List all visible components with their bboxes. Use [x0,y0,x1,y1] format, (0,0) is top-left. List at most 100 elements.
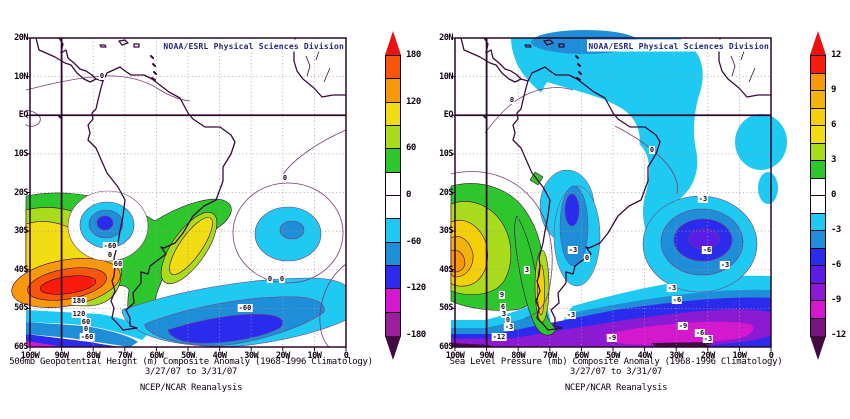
colorbar-box [811,91,825,109]
colorbar-box [386,312,400,336]
colorbar-box [811,56,825,74]
colorbar-box [386,265,400,290]
lon-tick-label: 70W [542,351,557,361]
colorbar-slp: 12 9 6 3 0 -3 -6 -9 -12 [810,31,850,365]
caption-source: NCEP/NCAR Reanalysis [564,383,668,393]
contour-value-label: 0 [266,275,274,283]
lon-tick-label: 80W [511,351,526,361]
lat-tick-label: 60S [439,342,453,352]
colorbar-box [811,248,825,266]
colorbar-box [386,172,400,196]
caption-dates: 3/27/07 to 3/31/07 [144,367,238,377]
lon-tick-label: 10W [307,351,322,361]
contour-value-label: 0 [583,254,591,262]
colorbar-arrow-up [385,31,401,55]
colorbar-box [386,79,400,103]
contour-value-label: -12 [491,333,507,341]
colorbar-box [386,102,400,126]
lon-tick-label: 40W [212,351,227,361]
lat-tick-label: 40S [14,264,28,275]
lat-tick-label: 30S [14,226,28,237]
contour-value-label: 0 [106,251,114,259]
lat-tick-label: 40S [439,264,453,275]
colorbar-tick-label: -120 [406,283,426,294]
lon-tick-label: 100W [20,351,40,361]
lon-tick-label: 10W [732,351,747,361]
contour-value-label: -3 [666,284,678,292]
lat-tick-label: 20N [14,33,28,43]
watermark: NOAA/ESRL Physical Sciences Division [587,39,770,52]
colorbar-scale [810,55,826,337]
watermark-text: NOAA/ESRL Physical Sciences Division [588,41,769,51]
colorbar-box [386,242,400,266]
contour-value-label: 3 [523,266,531,274]
lat-tick-label: 10N [14,71,28,82]
atlantic-negative-blob [254,206,322,262]
lon-tick-label: 80W [86,351,101,361]
colorbar-tick-label: 60 [406,143,416,154]
parana-negative-tongue [539,169,601,287]
caption-500mb: 500mb Geopotential Height (m) Composite … [0,357,382,393]
contour-value-label: -60 [102,242,118,250]
colorbar-tick-label: 3 [831,155,836,165]
southeast-negative-blob [642,195,758,293]
colorbar-arrow-down [810,336,826,360]
caption-title: 500mb Geopotential Height (m) Composite … [9,357,373,367]
contour-value-label: 9 [498,291,506,299]
contour-value-label: -60 [79,333,95,341]
caption-dates: 3/27/07 to 3/31/07 [569,367,663,377]
southern-negative-band [121,277,347,347]
contour-value-label: 0 [508,96,516,104]
colorbar-box [811,213,825,231]
contour-value-label: -3 [567,246,579,254]
colorbar-tick-label: 180 [406,50,421,60]
colorbar-arrow-up [810,31,826,55]
colorbar-box [811,318,825,336]
contour-value-label: -3 [702,335,714,343]
contour-value-label: -9 [677,322,689,330]
colorbar-box [386,125,400,150]
lat-tick-label: 10S [439,148,453,159]
contour-value-label: 0 [98,72,106,80]
colorbar-arrow-down [385,336,401,360]
lon-tick-label: 90W [54,351,69,361]
lat-tick-label: 20S [14,187,28,198]
lat-tick-label: 20S [439,187,453,198]
colorbar-box [811,178,825,196]
contour-value-label: -6 [701,246,713,254]
lon-tick-label: 60W [149,351,164,361]
contour-value-label: 120 [71,310,87,318]
lon-tick-label: 30W [669,351,684,361]
colorbar-scale [385,55,401,337]
contour-value-label: -9 [606,334,618,342]
colorbar-box [811,196,825,214]
lon-tick-label: 70W [117,351,132,361]
colorbar-box [811,301,825,319]
lon-tick-label: 30W [244,351,259,361]
colorbar-box [811,73,825,91]
colorbar-box [386,56,400,80]
contour-value-label: 0 [504,316,512,324]
contour-value-label: -60 [237,304,253,312]
lon-tick-label: 40W [637,351,652,361]
contour-value-label: 0 [278,275,286,283]
colorbar-tick-label: 6 [831,120,836,130]
caption-source: NCEP/NCAR Reanalysis [139,383,243,393]
colorbar-tick-label: 0 [406,190,411,200]
map-slp-svg: NOAA/ESRL Physical Sciences Division [450,30,787,352]
contour-value-label: -3 [719,261,731,269]
lon-tick-label: 90W [479,351,494,361]
lat-tick-label: EQ [18,110,29,121]
lon-tick-label: 0 [768,351,774,361]
colorbar-tick-label: 120 [406,96,421,107]
zero-contours [450,87,678,319]
colorbar-tick-label: -60 [406,236,421,247]
lat-tick-label: 50S [14,303,28,314]
lon-tick-label: 60W [574,351,589,361]
colorbar-tick-label: -180 [406,330,426,340]
contour-value-label: -3 [503,323,515,331]
